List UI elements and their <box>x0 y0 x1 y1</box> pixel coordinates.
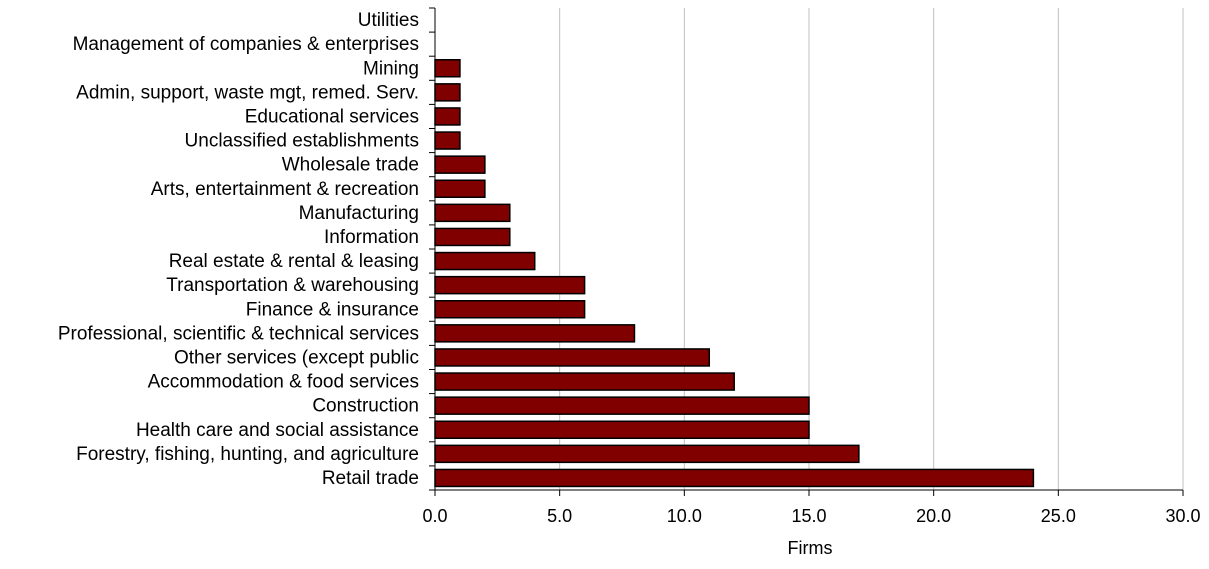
bar-6 <box>434 155 486 174</box>
bar-19 <box>434 468 1035 488</box>
category-label-4: Educational services <box>245 106 419 127</box>
bar-16 <box>434 396 810 415</box>
category-label-7: Arts, entertainment & recreation <box>151 179 419 200</box>
category-label-9: Information <box>324 227 419 248</box>
x-tick-labels: 0.0 5.0 10.0 15.0 20.0 25.0 30.0 <box>422 506 1200 526</box>
axes <box>429 7 1184 496</box>
bar-17 <box>434 420 810 439</box>
category-label-2: Mining <box>363 58 419 79</box>
category-label-5: Unclassified establishments <box>185 131 419 152</box>
bars <box>434 59 1035 488</box>
x-tick-label-1: 5.0 <box>547 506 572 526</box>
x-tick-label-5: 25.0 <box>1041 506 1076 526</box>
bar-18 <box>434 444 860 464</box>
category-labels: Utilities Management of companies & enter… <box>58 10 419 489</box>
bar-12 <box>434 300 586 319</box>
bar-11 <box>434 275 586 295</box>
x-tick-label-2: 10.0 <box>667 506 702 526</box>
x-axis-title: Firms <box>788 538 833 558</box>
category-label-18: Forestry, fishing, hunting, and agricult… <box>76 444 419 465</box>
category-label-14: Other services (except public <box>174 347 419 368</box>
bar-2 <box>434 59 461 78</box>
bar-4 <box>434 107 461 126</box>
bar-10 <box>434 251 536 271</box>
category-label-0: Utilities <box>358 10 419 31</box>
category-label-1: Management of companies & enterprises <box>73 34 419 55</box>
category-label-12: Finance & insurance <box>246 299 419 320</box>
x-tick-label-6: 30.0 <box>1165 506 1200 526</box>
bar-14 <box>434 348 711 367</box>
x-tick-label-3: 15.0 <box>791 506 826 526</box>
category-label-10: Real estate & rental & leasing <box>169 251 419 272</box>
category-label-6: Wholesale trade <box>282 155 419 176</box>
category-label-17: Health care and social assistance <box>136 420 419 441</box>
category-label-15: Accommodation & food services <box>148 372 419 393</box>
category-label-13: Professional, scientific & technical ser… <box>58 323 419 344</box>
category-label-3: Admin, support, waste mgt, remed. Serv. <box>76 82 419 103</box>
bar-8 <box>434 203 511 223</box>
x-tick-label-4: 20.0 <box>916 506 951 526</box>
bar-3 <box>434 83 461 102</box>
bar-9 <box>434 227 511 247</box>
category-label-11: Transportation & warehousing <box>166 275 419 296</box>
bar-7 <box>434 179 486 198</box>
grid-lines <box>559 8 1184 490</box>
bar-15 <box>434 372 735 391</box>
bar-13 <box>434 324 636 343</box>
x-tick-label-0: 0.0 <box>422 506 447 526</box>
category-label-19: Retail trade <box>322 468 419 489</box>
bar-5 <box>434 131 461 150</box>
category-label-8: Manufacturing <box>299 203 419 224</box>
category-label-16: Construction <box>312 396 419 417</box>
